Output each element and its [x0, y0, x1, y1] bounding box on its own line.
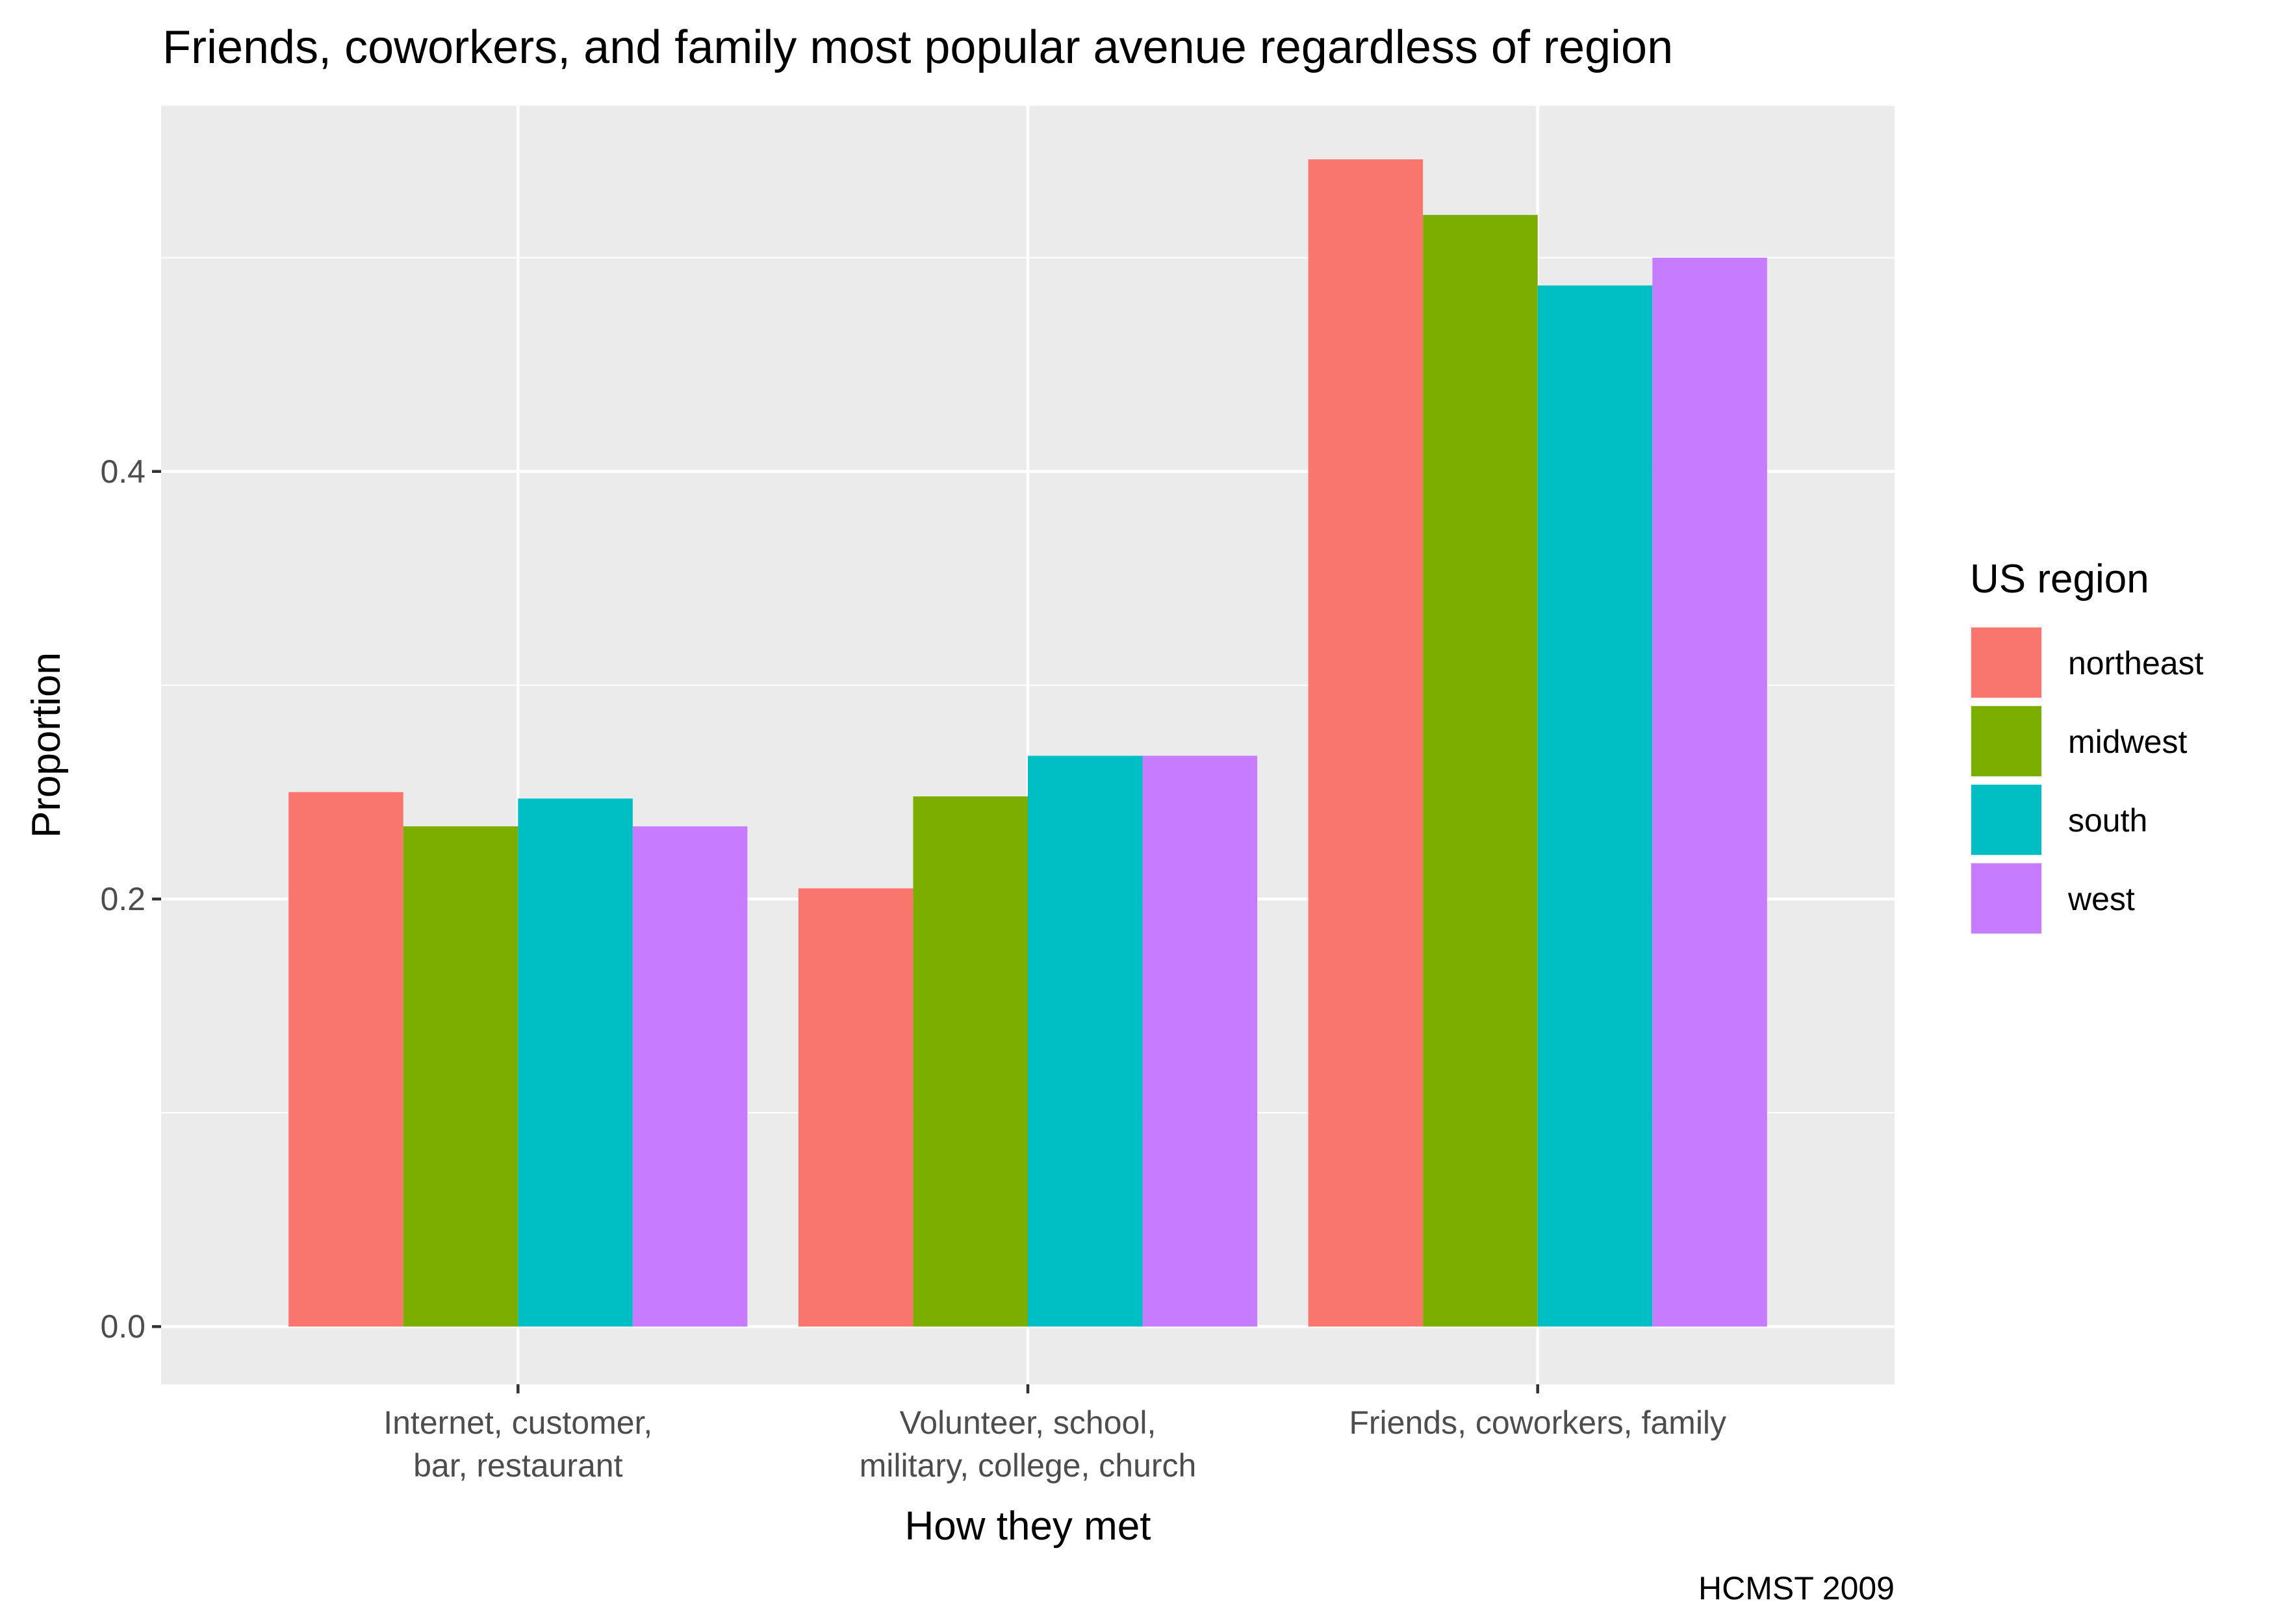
legend-label-midwest: midwest	[2068, 724, 2187, 760]
x-axis-title: How they met	[904, 1504, 1151, 1549]
legend-label-northeast: northeast	[2068, 645, 2204, 681]
bar-west-1	[1142, 755, 1258, 1327]
bar-midwest-1	[913, 796, 1028, 1327]
y-tick-label: 0.2	[100, 881, 146, 917]
bar-midwest-0	[403, 826, 518, 1327]
legend-title: US region	[1970, 557, 2149, 602]
bar-south-1	[1028, 755, 1143, 1327]
bar-south-0	[518, 798, 633, 1327]
bar-west-2	[1652, 257, 1767, 1327]
y-tick-label: 0.4	[100, 453, 146, 490]
chart-caption: HCMST 2009	[1698, 1570, 1895, 1606]
x-tick-label: Volunteer, school, military, college, chu…	[860, 1404, 1197, 1484]
legend-key-midwest	[1971, 706, 2041, 776]
bar-northeast-0	[288, 792, 403, 1327]
x-tick-label: Internet, customer, bar, restaurant	[383, 1404, 652, 1484]
bar-northeast-2	[1308, 159, 1424, 1327]
legend-label-south: south	[2068, 802, 2147, 839]
bar-northeast-1	[798, 888, 913, 1327]
x-tick-label: Friends, coworkers, family	[1349, 1404, 1726, 1441]
legend-key-northeast	[1971, 628, 2041, 698]
bars	[288, 159, 1767, 1327]
chart-title: Friends, coworkers, and family most popu…	[162, 21, 1673, 73]
legend-key-west	[1971, 863, 2041, 933]
bar-midwest-2	[1423, 214, 1538, 1327]
axes: 0.0 0.2 0.4 Internet, customer, bar, restaur…	[100, 453, 1726, 1484]
legend-key-south	[1971, 785, 2041, 855]
bar-south-2	[1537, 285, 1653, 1327]
legend: US region northeast midwest south west	[1970, 557, 2204, 935]
bar-west-0	[632, 826, 748, 1327]
y-axis-title: Proportion	[24, 652, 69, 838]
y-tick-label: 0.0	[100, 1308, 146, 1345]
legend-label-west: west	[2067, 881, 2135, 917]
